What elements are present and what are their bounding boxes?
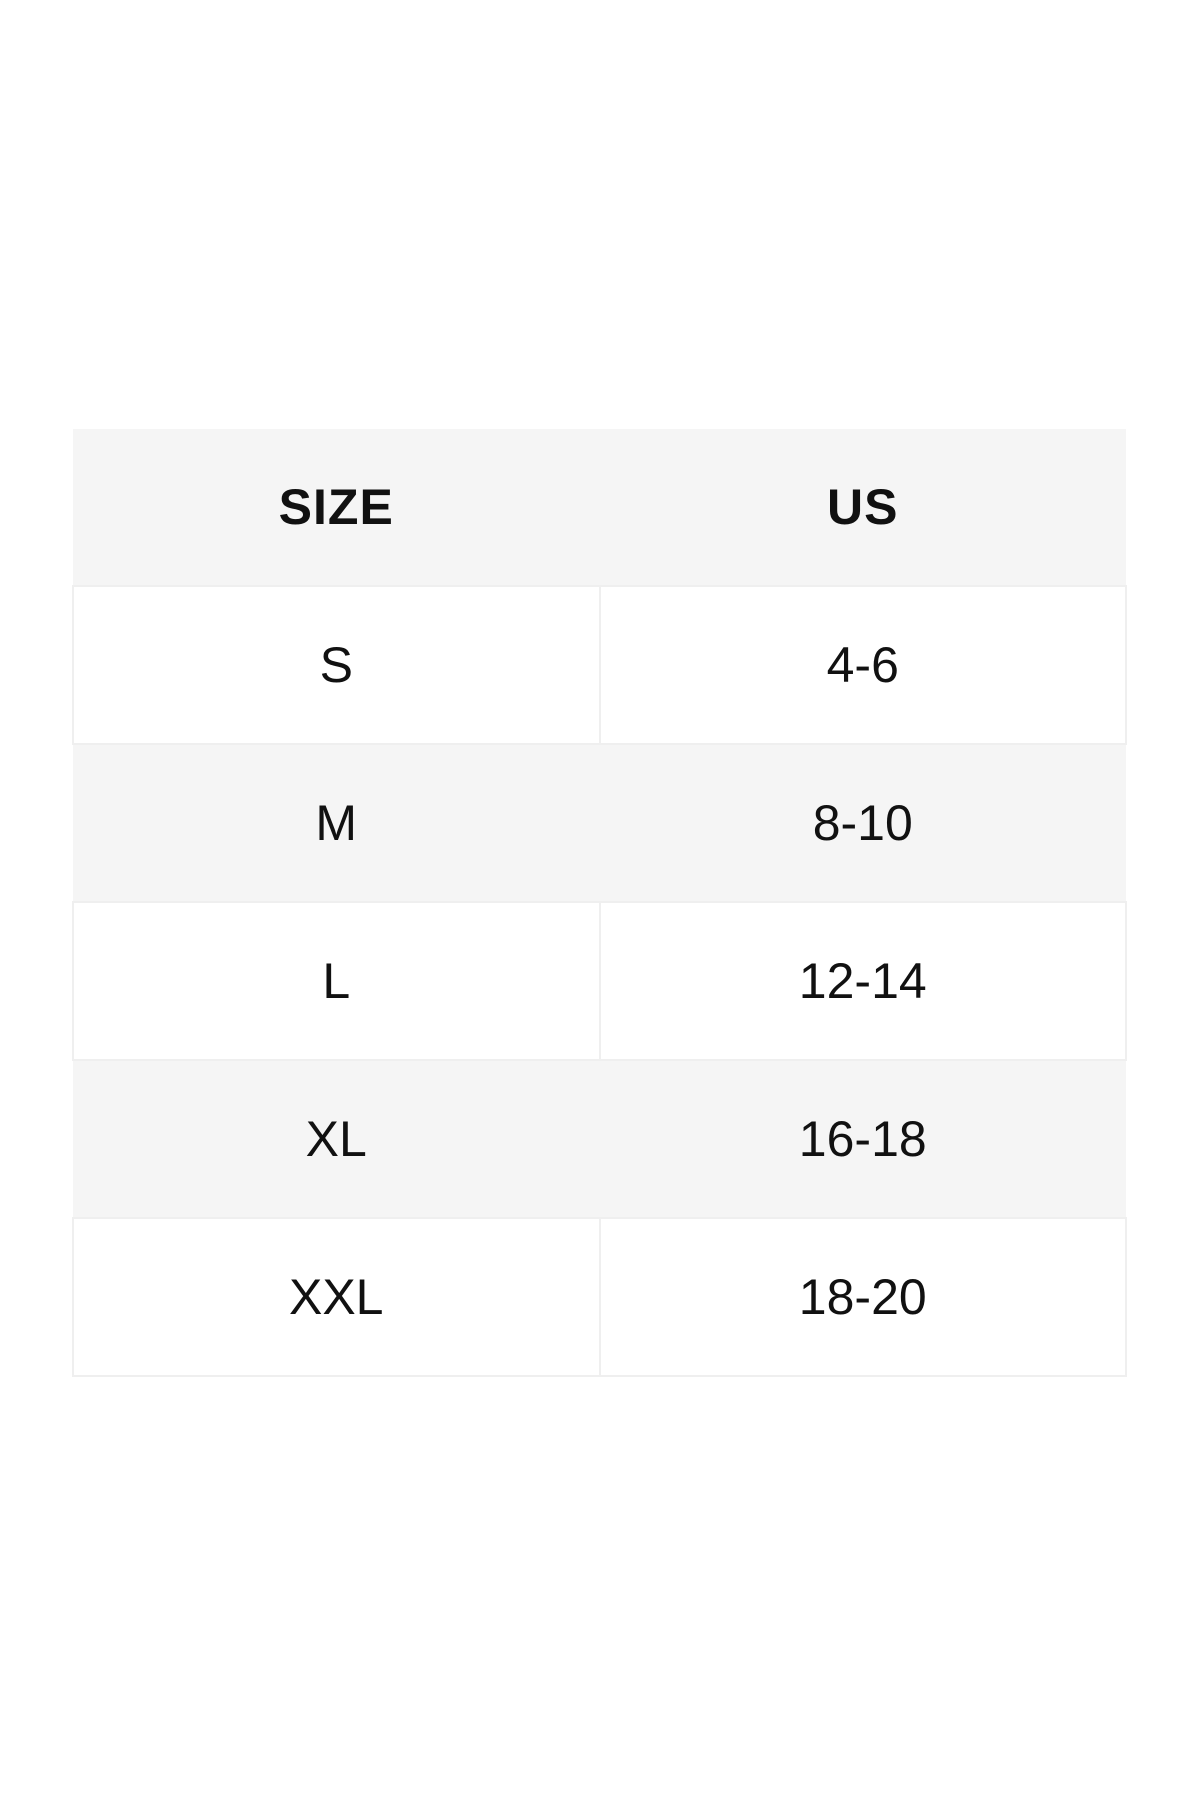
us-cell: 4-6	[598, 585, 1127, 745]
us-cell: 8-10	[599, 744, 1126, 902]
size-cell: L	[72, 901, 601, 1061]
us-cell: 18-20	[598, 1217, 1127, 1377]
us-cell: 12-14	[598, 901, 1127, 1061]
us-cell: 16-18	[599, 1060, 1126, 1218]
table-row: XL 16-18	[73, 1060, 1126, 1218]
column-header-us: US	[599, 429, 1126, 586]
size-cell: XXL	[72, 1217, 601, 1377]
table-row: M 8-10	[73, 744, 1126, 902]
column-header-size: SIZE	[73, 429, 600, 586]
size-cell: M	[73, 744, 600, 902]
table-row: L 12-14	[72, 901, 1127, 1061]
table-row: S 4-6	[72, 585, 1127, 745]
size-cell: S	[72, 585, 601, 745]
size-cell: XL	[73, 1060, 600, 1218]
table-header-row: SIZE US	[73, 429, 1126, 586]
table-row: XXL 18-20	[72, 1217, 1127, 1377]
size-chart-table: SIZE US S 4-6 M 8-10 L 12-14 XL 16-18 XX	[72, 429, 1127, 1377]
